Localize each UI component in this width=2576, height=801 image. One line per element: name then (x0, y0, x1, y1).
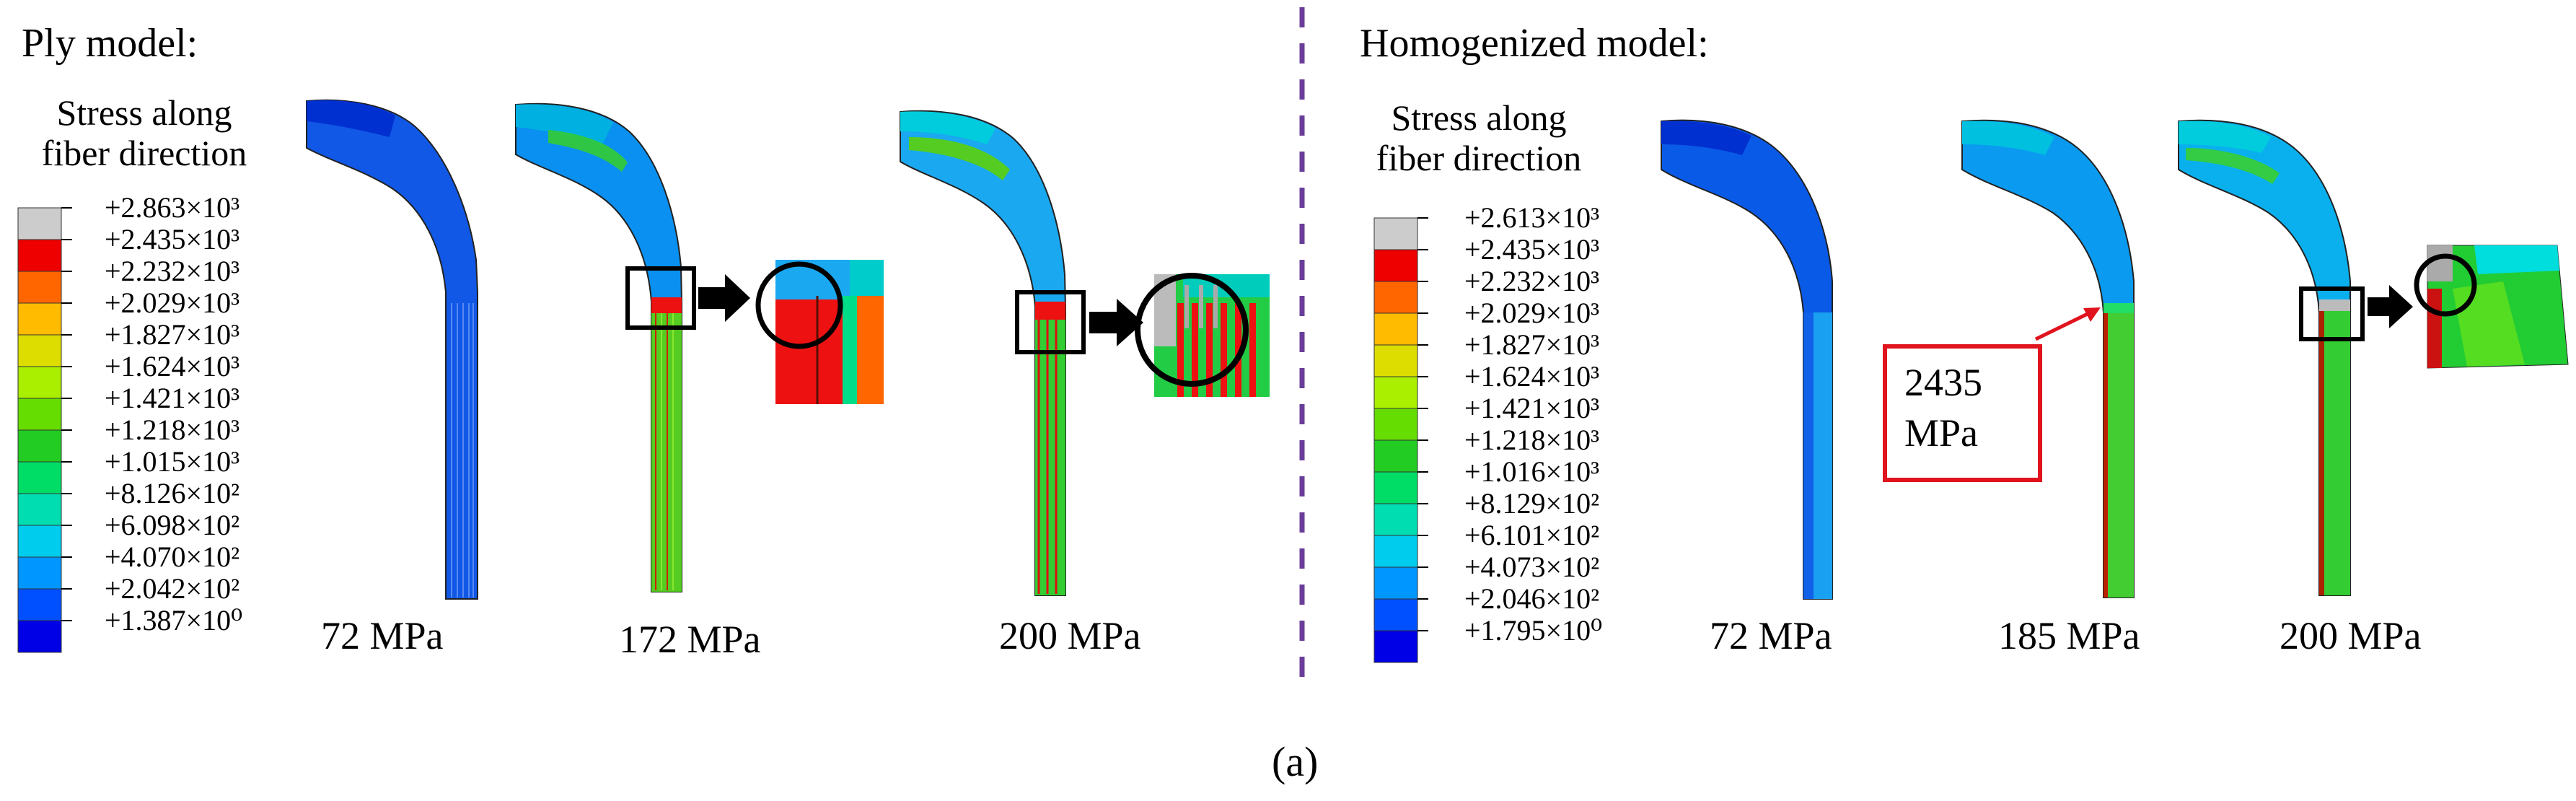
homogenized-legend-band (1373, 249, 1418, 282)
homogenized-legend-label: +2.029×10³ (1464, 297, 1600, 329)
ply-legend-label: +2.435×10³ (105, 223, 240, 255)
homogenized-legend-band (1373, 281, 1418, 314)
ply-legend-band (17, 588, 62, 621)
homogenized-legend-label: +2.435×10³ (1464, 233, 1600, 266)
homogenized-color-legend-bar (1373, 217, 1428, 663)
ply-shape-172 (515, 102, 696, 592)
homogenized-shape-200 (2178, 119, 2365, 596)
homogenized-legend-label: +6.101×10² (1464, 519, 1600, 551)
ply-legend-band (17, 334, 62, 367)
zoom-circle-172 (755, 261, 843, 349)
ply-legend-label: +1.421×10³ (105, 382, 240, 414)
ply-model-title: Ply model: (22, 21, 198, 66)
zoom-arrow-172 (698, 274, 750, 322)
homogenized-legend-label: +1.016×10³ (1464, 455, 1600, 488)
homogenized-legend-label: +1.795×10⁰ (1464, 614, 1603, 647)
annotation-pointer-line (2034, 310, 2093, 341)
homogenized-legend-band (1373, 566, 1418, 600)
ply-legend-label: +8.126×10² (105, 477, 240, 509)
ply-legend-band (17, 398, 62, 431)
homogenized-legend-title-line1: Stress along (1391, 97, 1567, 138)
homogenized-legend-label: +1.827×10³ (1464, 328, 1600, 361)
homogenized-legend-band (1373, 344, 1418, 377)
homogenized-legend-band (1373, 408, 1418, 441)
ply-legend-label: +2.232×10³ (105, 255, 240, 287)
homogenized-model-title: Homogenized model: (1360, 21, 1709, 66)
homogenized-legend-label: +1.624×10³ (1464, 360, 1600, 393)
homogenized-legend-label: +8.129×10² (1464, 487, 1600, 520)
ply-shape-72 (306, 99, 478, 600)
ply-legend-label: +1.218×10³ (105, 413, 240, 446)
homogenized-legend-label: +1.421×10³ (1464, 392, 1600, 424)
homogenized-legend-band (1373, 535, 1418, 568)
homogenized-legend-band (1373, 471, 1418, 504)
homogenized-legend-title-line2: fiber direction (1376, 138, 1582, 178)
zoom-inset-homogenized-200 (2427, 245, 2569, 369)
ply-legend-band (17, 493, 62, 526)
homogenized-case-label-2: 185 MPa (1998, 614, 2140, 657)
homogenized-legend-title: Stress along fiber direction (1349, 97, 1609, 178)
homogenized-legend-band (1373, 598, 1418, 631)
homogenized-legend-label: +2.232×10³ (1464, 265, 1600, 297)
ply-case-label-3: 200 MPa (999, 614, 1141, 657)
zoom-inset-200 (1154, 274, 1270, 397)
homogenized-shape-185 (1961, 119, 2135, 598)
ply-legend-label: +1.827×10³ (105, 318, 240, 351)
ply-legend-label: +2.863×10³ (105, 191, 240, 224)
zoom-arrow-homogenized-200 (2368, 285, 2413, 328)
ply-legend-title: Stress along fiber direction (14, 92, 274, 173)
ply-case-label-2: 172 MPa (619, 618, 761, 661)
ply-legend-band (17, 302, 62, 336)
annotation-unit: MPa (1904, 411, 1979, 455)
ply-legend-label: +1.015×10³ (105, 445, 240, 478)
homogenized-legend-label: +2.613×10³ (1464, 201, 1600, 234)
ply-shape-200 (900, 110, 1086, 596)
ply-legend-label: +1.624×10³ (105, 350, 240, 382)
homogenized-legend-band (1373, 312, 1418, 346)
ply-color-legend-bar (17, 207, 72, 653)
homogenized-legend-band (1373, 376, 1418, 409)
ply-legend-title-line2: fiber direction (41, 133, 247, 173)
ply-legend-band (17, 461, 62, 494)
homogenized-case-label-1: 72 MPa (1710, 614, 1832, 657)
ply-legend-band (17, 271, 62, 304)
homogenized-legend-label: +4.073×10² (1464, 551, 1600, 583)
ply-legend-title-line1: Stress along (56, 92, 232, 133)
annotation-box (1883, 344, 2042, 482)
ply-legend-label: +2.042×10² (105, 572, 240, 605)
homogenized-legend-band (1373, 503, 1418, 536)
ply-legend-band (17, 429, 62, 463)
figure-caption: (a) (1272, 738, 1319, 785)
homogenized-legend-label: +1.218×10³ (1464, 424, 1600, 456)
ply-legend-band (17, 620, 62, 653)
ply-legend-label: +6.098×10² (105, 509, 240, 541)
annotation-pointer-head (2083, 307, 2101, 322)
ply-legend-band (17, 366, 62, 399)
zoom-circle-homogenized-200 (2414, 253, 2477, 317)
homogenized-legend-band (1373, 217, 1418, 250)
homogenized-shape-72 (1661, 119, 1833, 600)
homogenized-legend-label: +2.046×10² (1464, 582, 1600, 615)
ply-legend-band (17, 525, 62, 558)
homogenized-legend-band (1373, 439, 1418, 473)
ply-case-label-1: 72 MPa (321, 614, 444, 657)
annotation-value: 2435 (1904, 361, 1982, 404)
ply-legend-label: +4.070×10² (105, 540, 240, 573)
zoom-arrow-200 (1089, 299, 1143, 346)
annotation-text: 2435 MPa (1904, 357, 1982, 458)
homogenized-legend-band (1373, 630, 1418, 663)
ply-legend-label: +1.387×10⁰ (105, 604, 243, 636)
ply-legend-band (17, 556, 62, 590)
ply-legend-label: +2.029×10³ (105, 286, 240, 319)
ply-legend-band (17, 207, 62, 240)
zoom-circle-200 (1135, 273, 1249, 387)
homogenized-case-label-3: 200 MPa (2280, 614, 2422, 657)
ply-legend-band (17, 239, 62, 272)
